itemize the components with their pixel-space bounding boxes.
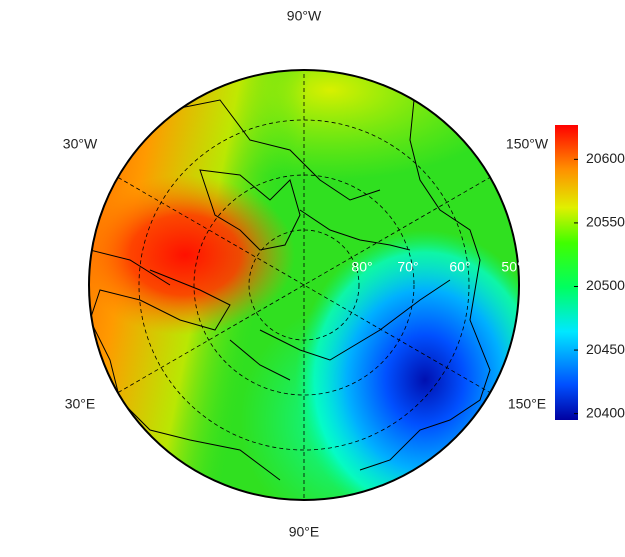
colorbar [555,125,578,420]
latitude-label: 70° [397,259,418,275]
map-border [88,69,520,501]
longitude-label: 150°W [506,136,549,152]
latitude-label: 60° [449,259,470,275]
field-shading [89,70,519,500]
colorbar-tick-label: 20600 [586,150,625,166]
longitude-label: 90°E [289,524,320,540]
colorbar-tick-label: 20500 [586,277,625,293]
latitude-label: 50° [501,259,522,275]
colorbar-tick-label: 20400 [586,404,625,420]
longitude-label: 90°W [287,8,322,24]
colorbar-tick-label: 20550 [586,214,625,230]
graticule [99,70,509,500]
coastlines [89,89,491,481]
longitude-label: 30°W [63,136,98,152]
colorbar-tick-label: 20450 [586,341,625,357]
longitude-label: 150°E [508,396,546,412]
longitude-label: 30°E [65,396,96,412]
latitude-label: 80° [351,259,372,275]
